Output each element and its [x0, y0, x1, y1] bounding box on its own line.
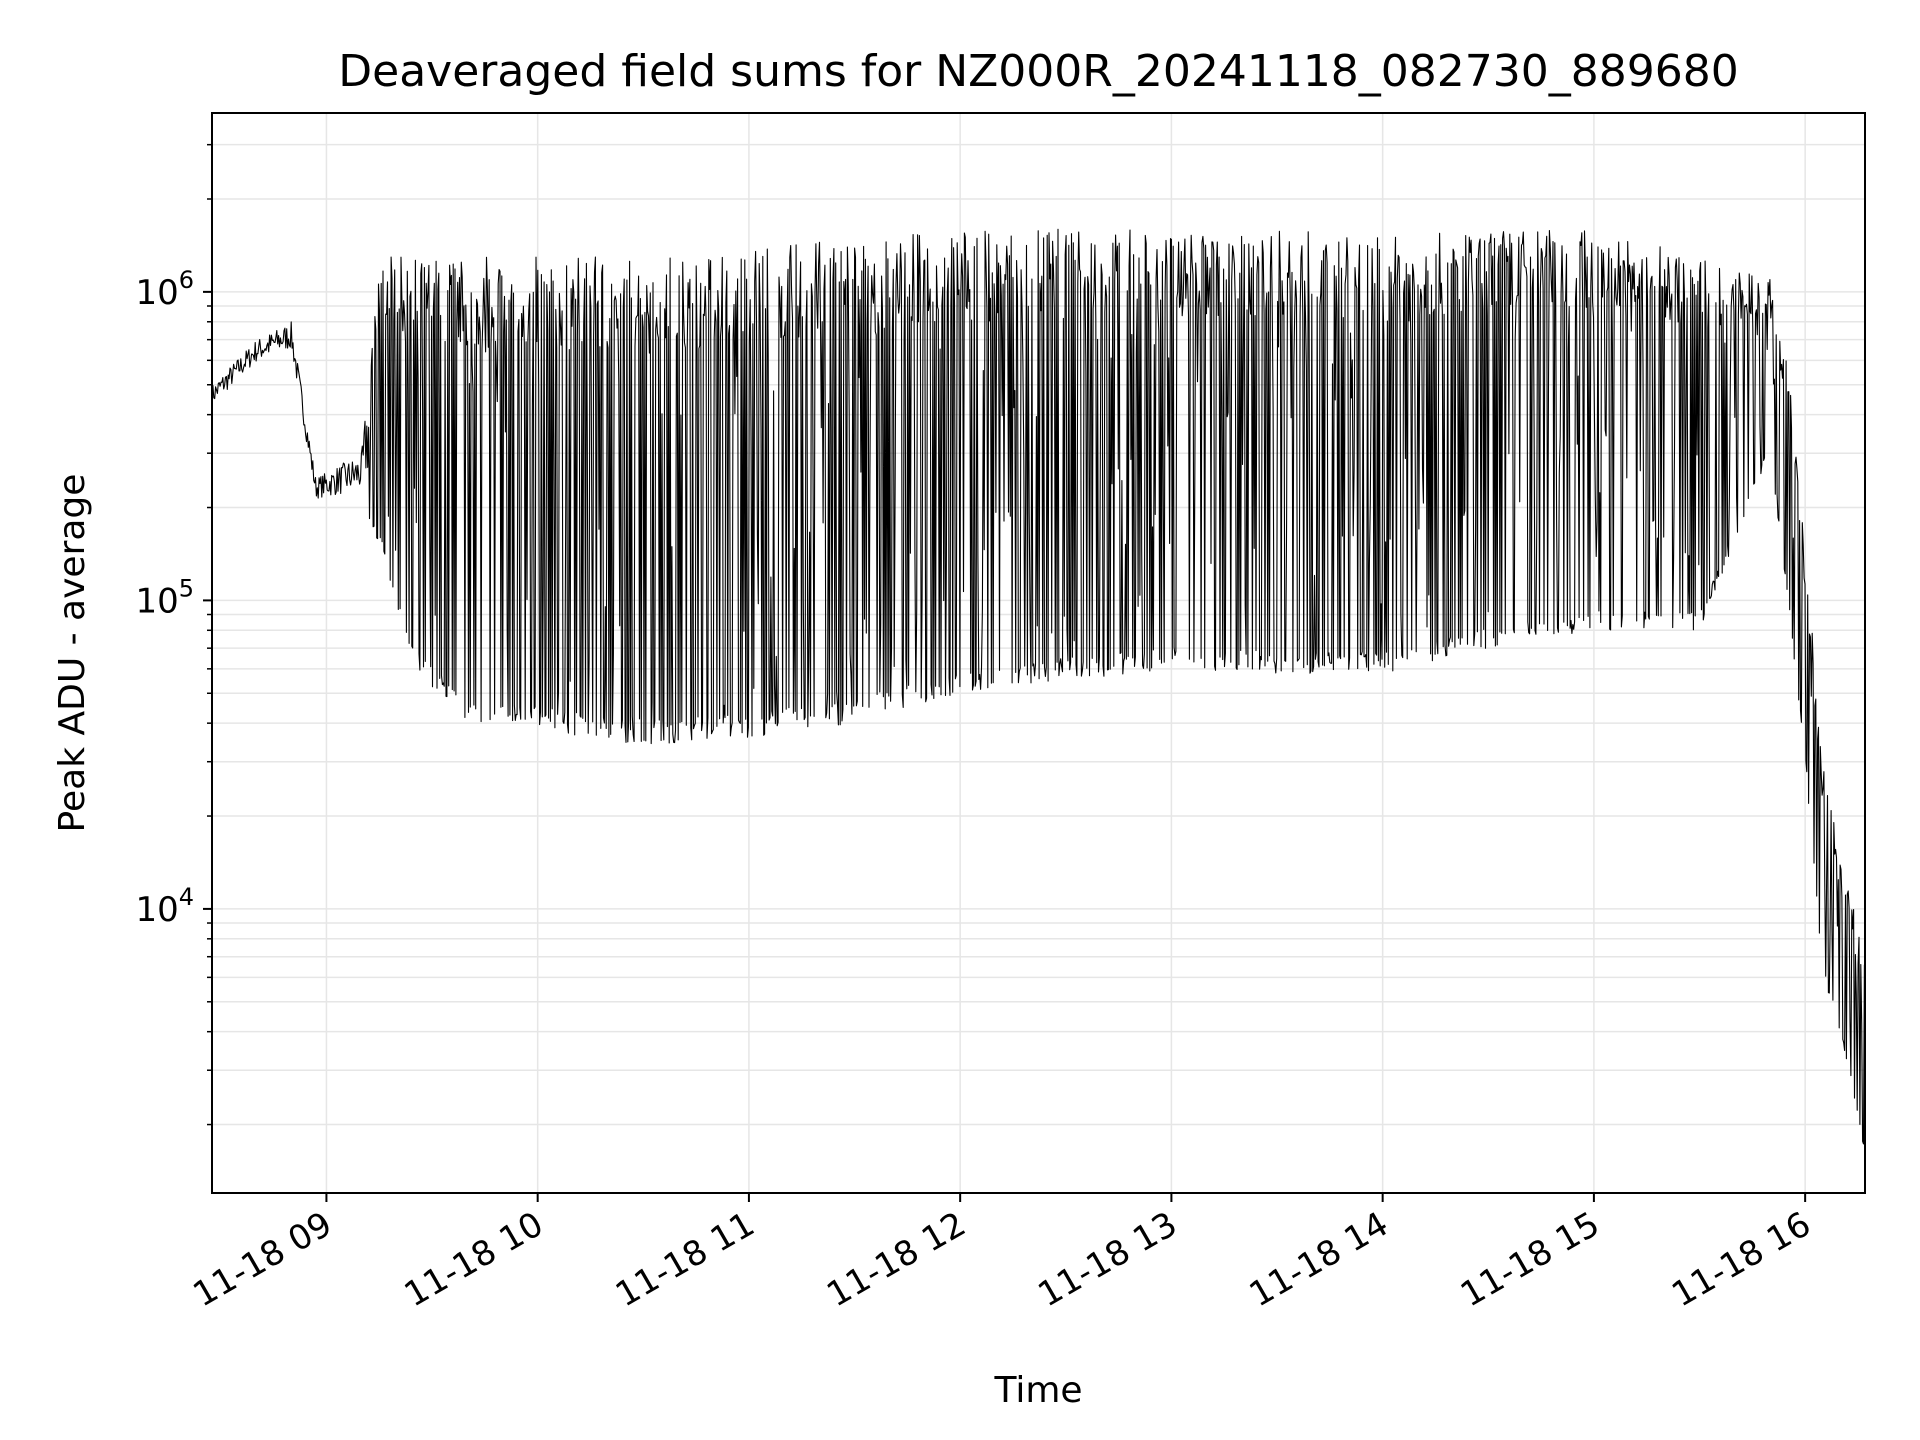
y-axis-label: Peak ADU - average [52, 474, 93, 833]
x-axis-label: Time [993, 1370, 1082, 1411]
plot-frame [211, 112, 1866, 1194]
y-axis: 104 105 106 [135, 143, 212, 1126]
y-tick-label: 106 [135, 266, 194, 313]
y-tick-label: 104 [135, 883, 194, 930]
series-path [211, 228, 1865, 1145]
chart-title: Deaveraged field sums for NZ000R_2024111… [338, 46, 1738, 97]
series-line [211, 228, 1865, 1145]
y-tick-label: 105 [135, 574, 194, 621]
